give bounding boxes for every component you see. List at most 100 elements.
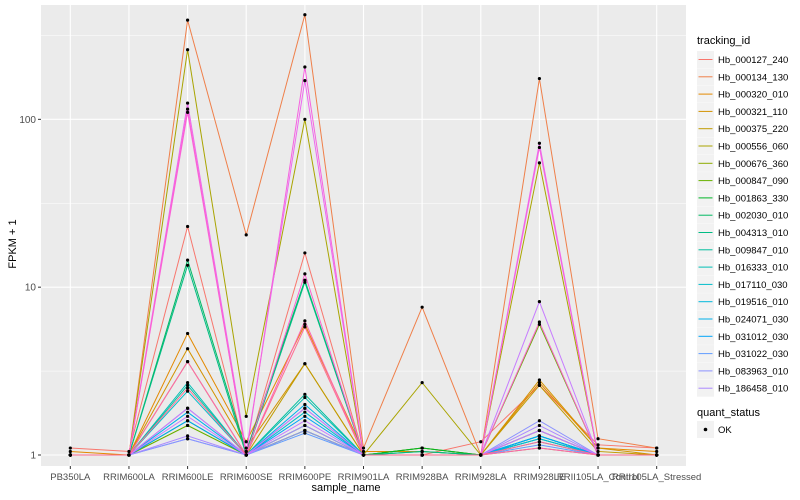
data-point (303, 280, 307, 284)
data-point (303, 410, 307, 414)
data-point (244, 449, 248, 454)
data-point (303, 272, 307, 276)
x-axis-title: sample_name (311, 482, 380, 494)
grid-lines (41, 5, 686, 466)
legend-label: Hb_000847_090 (718, 176, 788, 187)
data-point (303, 79, 307, 83)
data-point (185, 18, 190, 22)
data-point (537, 320, 542, 324)
legend-item: Hb_000321_110 (697, 102, 788, 120)
data-point (537, 141, 542, 145)
legend-label: Hb_002030_010 (718, 211, 788, 222)
data-point (537, 378, 542, 382)
data-point (303, 117, 307, 121)
data-point (596, 443, 600, 447)
data-point (244, 233, 248, 237)
quant-legend-title: quant_status (697, 407, 760, 419)
legend-item: Hb_024071_030 (697, 310, 788, 328)
legend-label: Hb_000320_010 (718, 90, 788, 101)
data-point (303, 325, 307, 329)
data-point (303, 414, 307, 418)
data-point (596, 446, 600, 450)
y-tick-label: 100 (19, 115, 36, 126)
data-point (537, 322, 542, 327)
data-point (68, 453, 72, 457)
legend-item: Hb_031022_030 (697, 345, 788, 363)
quant-legend-label: OK (718, 425, 732, 436)
data-point (303, 428, 307, 433)
data-point (361, 446, 366, 450)
legend-label: Hb_000127_240 (718, 55, 788, 66)
legend-label: Hb_000556_060 (718, 142, 788, 153)
data-point (537, 428, 542, 433)
data-point (185, 258, 190, 262)
data-point (185, 381, 190, 385)
legend-item: Hb_186458_010 (697, 379, 788, 397)
data-point (303, 362, 307, 366)
data-point (244, 414, 248, 418)
data-point (185, 437, 190, 441)
legend-label: Hb_000676_360 (718, 159, 788, 170)
legend-quant-status: quant_status OK (697, 407, 760, 438)
data-point (361, 449, 366, 454)
data-point (185, 434, 190, 438)
data-point (537, 161, 542, 165)
legend-tracking-id: tracking_id Hb_000127_240 Hb_000134_130 Hb… (697, 35, 788, 397)
x-tick-label: RRIM600PE (278, 472, 331, 483)
legend-label: Hb_031022_030 (718, 349, 788, 360)
data-point (303, 419, 307, 423)
data-point (303, 251, 307, 255)
data-point (655, 446, 659, 450)
data-point (537, 443, 542, 447)
data-point (537, 419, 542, 423)
data-point (303, 322, 307, 327)
x-tick-label: RRIM901LA (338, 472, 390, 483)
data-point (361, 453, 366, 457)
data-point (68, 449, 72, 454)
data-point (537, 446, 542, 450)
legend-item: Hb_000676_360 (697, 154, 788, 172)
data-point (185, 107, 190, 111)
legend-item: Hb_083963_010 (697, 362, 788, 380)
legend-item: Hb_001863_330 (697, 189, 788, 207)
data-point (537, 437, 542, 441)
data-point (303, 319, 307, 323)
x-tick-label: RRIM928LA (455, 472, 507, 483)
data-point (420, 453, 424, 457)
data-point (185, 110, 190, 114)
data-point (537, 434, 542, 438)
data-point (185, 331, 190, 336)
y-tick-label: 10 (25, 283, 37, 294)
legend-label: Hb_004313_010 (718, 228, 788, 239)
x-tick-label: RRIM600LA (103, 472, 155, 483)
data-point (303, 423, 307, 428)
data-point (303, 402, 307, 407)
data-point (127, 453, 131, 457)
data-point (185, 410, 190, 414)
y-axis-title: FPKM + 1 (7, 219, 19, 268)
x-tick-label: PB350LA (50, 472, 91, 483)
x-axis: PB350LA RRIM600LA RRIM600LE RRIM600SE RRIM60… (50, 466, 701, 483)
data-point (185, 224, 190, 229)
legend-label: Hb_186458_010 (718, 384, 788, 395)
data-point (244, 446, 248, 450)
legend-label: Hb_019516_010 (718, 297, 788, 308)
data-point (185, 101, 190, 105)
data-point (185, 386, 190, 390)
data-point (303, 406, 307, 410)
x-tick-label: RRIM928LE (514, 472, 566, 483)
data-point (537, 381, 542, 385)
legend-item: Hb_009847_010 (697, 241, 788, 259)
data-point (537, 145, 542, 150)
legend-item: Hb_000556_060 (697, 137, 788, 155)
legend-label: Hb_016333_010 (718, 263, 788, 274)
data-point (185, 263, 190, 267)
data-point (185, 48, 190, 52)
legend-label: Hb_000134_130 (718, 72, 788, 83)
legend-label: Hb_000375_220 (718, 124, 788, 135)
data-point (479, 453, 483, 457)
data-point (537, 423, 542, 428)
data-point (303, 13, 307, 17)
legend-item: Hb_016333_010 (697, 258, 788, 276)
